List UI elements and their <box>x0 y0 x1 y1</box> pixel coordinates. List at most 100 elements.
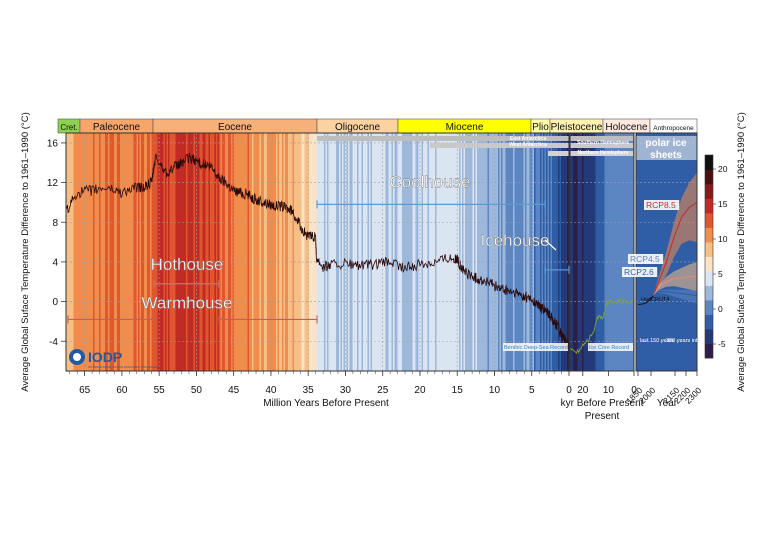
stripe <box>376 133 379 371</box>
stripe <box>145 133 148 371</box>
stripe <box>552 133 554 371</box>
stripe <box>216 133 218 371</box>
stripe <box>474 133 476 371</box>
stripe <box>378 133 380 371</box>
ice-bar-north <box>548 151 633 156</box>
stripe <box>108 133 110 371</box>
stripe <box>514 133 517 371</box>
stripe <box>564 133 566 371</box>
stripe <box>445 133 448 371</box>
stripe <box>333 133 335 371</box>
stripe <box>558 133 560 371</box>
stripe <box>502 133 505 371</box>
stripe <box>369 133 371 371</box>
stripe <box>267 133 269 371</box>
stripe <box>496 133 499 371</box>
y-tick-label: -4 <box>49 337 58 348</box>
stripe <box>235 133 238 371</box>
stripe <box>313 133 316 371</box>
epoch-label: Plio <box>532 122 549 133</box>
stripe <box>483 133 485 371</box>
stripe <box>441 133 443 371</box>
stripe <box>168 133 170 371</box>
stripe <box>156 133 158 371</box>
stripe <box>414 133 416 371</box>
stripe <box>175 133 178 371</box>
stripe <box>625 133 628 371</box>
logo-mark-inner <box>73 353 81 361</box>
stripe <box>174 133 176 371</box>
stripe <box>225 133 227 371</box>
stripe <box>477 133 479 371</box>
stripe <box>384 133 386 371</box>
stripe <box>261 133 263 371</box>
stripe <box>460 133 463 371</box>
stripe <box>330 133 332 371</box>
stripe <box>124 133 127 371</box>
stripe <box>630 133 632 371</box>
stripe <box>90 133 92 371</box>
label-ice-core-record: Ice Core Record <box>589 345 629 351</box>
stripe <box>438 133 440 371</box>
x-tick-label-myr: 5 <box>529 385 535 396</box>
stripes-kyr <box>570 133 634 371</box>
stripe <box>415 133 418 371</box>
stripe <box>277 133 280 371</box>
stripe <box>576 133 578 371</box>
stripe <box>403 133 406 371</box>
stripe <box>91 133 94 371</box>
stripe <box>486 133 488 371</box>
stripe <box>99 133 101 371</box>
stripe <box>544 133 547 371</box>
stripe <box>462 133 464 371</box>
label-rcp85-bg <box>644 200 680 210</box>
stripe <box>328 133 331 371</box>
stripe <box>78 133 80 371</box>
stripe <box>321 133 323 371</box>
x-tick-label-kyr: 10 <box>603 385 615 396</box>
epoch-label: Pleistocene <box>551 122 603 133</box>
stripe <box>136 133 139 371</box>
stripe <box>130 133 133 371</box>
stripe <box>114 133 116 371</box>
stripe <box>292 133 295 371</box>
stripe <box>594 133 596 371</box>
colorbar-tick-label: 5 <box>718 269 723 279</box>
label-east-antarctica: East Antarctica <box>510 136 546 142</box>
stripe <box>138 133 140 371</box>
stripe <box>504 133 506 371</box>
stripe <box>307 133 310 371</box>
colorbar-segment <box>705 198 713 214</box>
stripe <box>556 133 559 371</box>
panel-frame-myr <box>65 132 570 372</box>
stripe <box>366 133 368 371</box>
stripe <box>427 133 430 371</box>
label-southern-hemisphere: Southern Hemisphere <box>577 140 629 146</box>
ice-bar-east <box>317 136 633 141</box>
stripe <box>451 133 454 371</box>
label-ice-core-record-bg <box>588 343 633 351</box>
stripe <box>336 133 338 371</box>
logo-subtitle: INTERNATIONAL OCEAN DISCOVERY PROGRAM <box>88 365 158 369</box>
stripe <box>213 133 215 371</box>
stripe <box>186 133 188 371</box>
stripe <box>103 133 106 371</box>
stripe <box>561 133 563 371</box>
label-hadcrut: HadCRUT4 <box>641 297 669 303</box>
stripe <box>310 133 313 371</box>
stripe <box>535 133 538 371</box>
stripe <box>84 133 86 371</box>
stripe <box>229 133 232 371</box>
stripe <box>528 133 530 371</box>
stripe <box>159 133 161 371</box>
stripe <box>600 133 602 371</box>
stripe <box>274 133 277 371</box>
stripe <box>574 133 577 371</box>
colorbar-segment <box>705 213 713 228</box>
stripe <box>244 133 247 371</box>
stripe <box>621 133 623 371</box>
stripe <box>430 133 433 371</box>
stripe <box>231 133 233 371</box>
stripe <box>202 133 205 371</box>
